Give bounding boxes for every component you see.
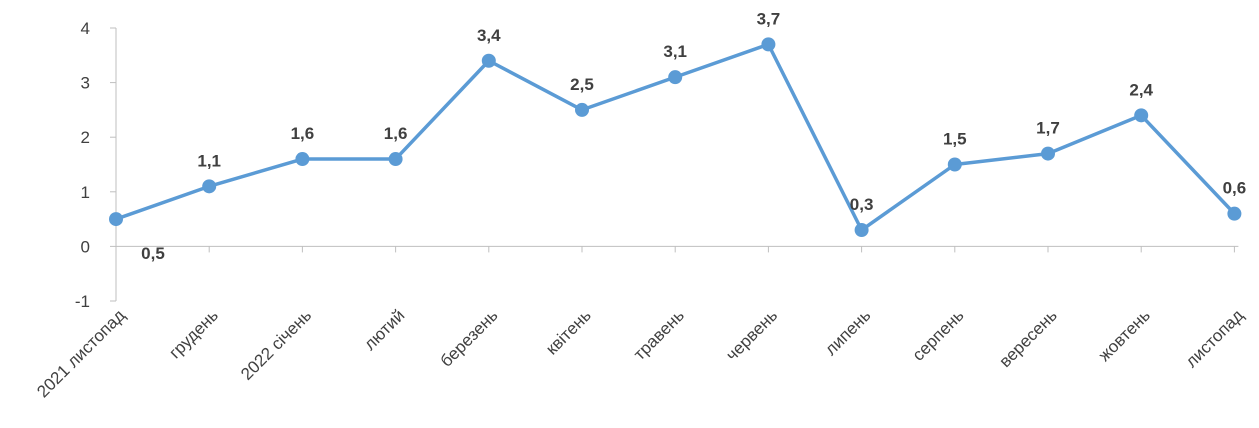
data-label: 1,1 [197, 151, 221, 170]
x-tick-label: липень [821, 306, 874, 359]
x-tick-label: червень [722, 306, 781, 365]
data-point [481, 53, 496, 68]
data-label: 0,6 [1223, 179, 1247, 198]
data-label: 0,3 [850, 195, 874, 214]
data-point [575, 102, 589, 117]
data-point [1041, 146, 1055, 161]
data-point [854, 223, 869, 238]
data-point [761, 37, 776, 52]
x-tick-label: листопад [1182, 306, 1247, 371]
axes [115, 28, 1239, 301]
x-tick-label: вересень [995, 306, 1060, 371]
x-tick-label: травень [630, 306, 688, 364]
data-label: 1,5 [943, 130, 967, 149]
data-point [109, 212, 123, 227]
data-label: 3,7 [757, 9, 781, 28]
data-point [668, 70, 683, 85]
y-tick-label: -1 [75, 292, 90, 311]
data-label: 1,6 [384, 124, 408, 143]
y-tick-label: 2 [81, 128, 90, 147]
data-point [947, 157, 962, 172]
data-label: 3,4 [477, 26, 501, 45]
x-tick-label: грудень [165, 306, 222, 363]
data-labels: 0,5 1,1 1,6 1,6 3,4 2,5 3,1 3,7 0,3 1,5 1,7 2,4 0,6 [141, 9, 1246, 263]
y-tick-label: 0 [81, 237, 90, 256]
data-point [1227, 206, 1242, 221]
x-tick-label: лютий [360, 306, 408, 354]
data-point [388, 152, 403, 167]
y-axis-ticks: 4 3 2 1 0 -1 [75, 19, 116, 311]
data-point [295, 152, 310, 167]
x-axis-ticks: 2021 листопад грудень 2022 січень лютий бере… [33, 246, 1247, 401]
data-label: 3,1 [663, 42, 687, 61]
x-tick-label: серпень [909, 306, 968, 365]
series-line [109, 37, 1242, 238]
x-tick-label: 2022 січень [237, 306, 315, 384]
data-label: 0,5 [141, 244, 165, 263]
y-tick-label: 3 [81, 74, 90, 93]
x-tick-label: жовтень [1095, 306, 1154, 365]
data-point [202, 179, 217, 194]
x-tick-label: 2021 листопад [33, 306, 129, 402]
y-tick-label: 4 [81, 19, 90, 38]
data-label: 1,6 [291, 124, 315, 143]
data-label: 2,4 [1129, 80, 1153, 99]
data-label: 2,5 [570, 75, 594, 94]
data-point [1134, 108, 1149, 123]
x-tick-label: квітень [542, 306, 595, 359]
data-label: 1,7 [1036, 119, 1060, 138]
x-tick-label: березень [437, 306, 502, 371]
y-tick-label: 1 [81, 183, 90, 202]
